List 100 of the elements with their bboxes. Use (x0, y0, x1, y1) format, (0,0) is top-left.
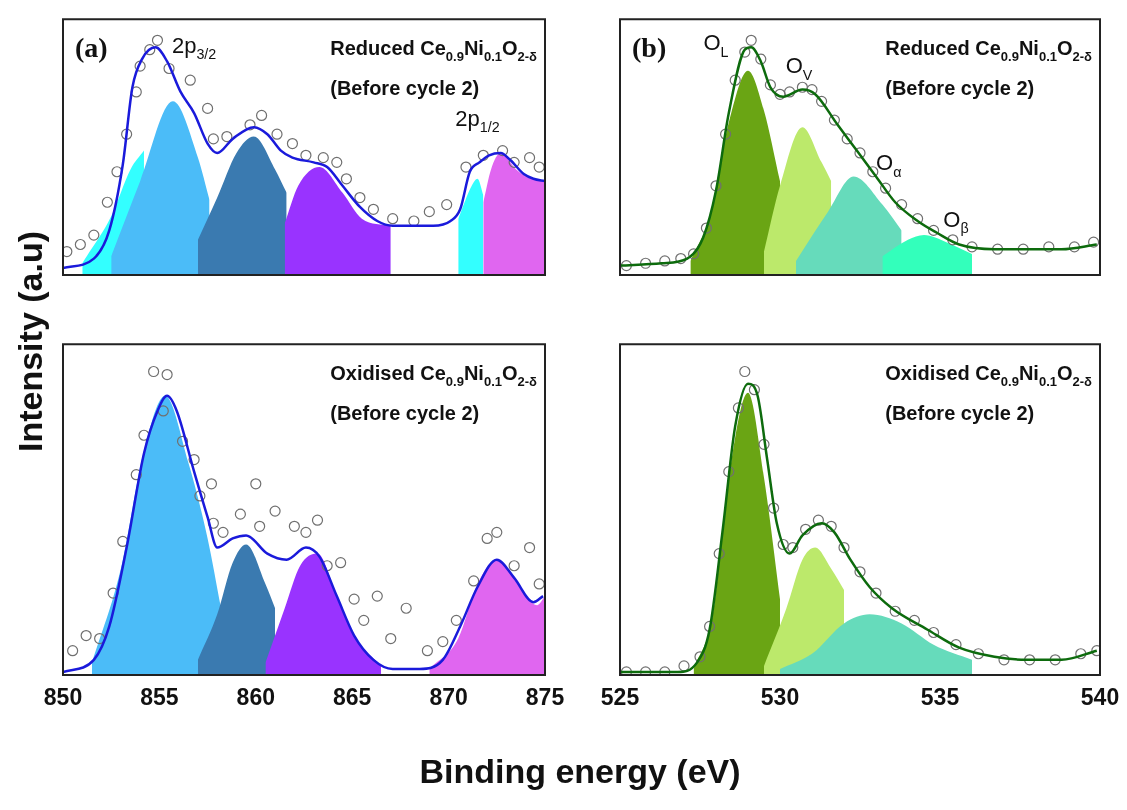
x-tick-label: 870 (429, 684, 468, 711)
point (816, 95, 828, 107)
point (354, 191, 366, 204)
point (533, 578, 545, 590)
point (745, 34, 757, 46)
point (841, 133, 853, 145)
point (161, 368, 173, 381)
point (620, 666, 632, 675)
point (311, 514, 324, 526)
point (1023, 654, 1036, 666)
point (202, 102, 214, 114)
point (796, 81, 808, 93)
point (764, 79, 776, 91)
point (286, 137, 299, 150)
point (94, 632, 106, 645)
point (496, 145, 509, 157)
point (387, 213, 399, 225)
point (1075, 648, 1087, 660)
point (828, 114, 840, 126)
point (385, 632, 397, 645)
point (300, 149, 312, 161)
x-tick-label: 850 (43, 684, 83, 711)
point (335, 557, 347, 569)
point (1068, 241, 1080, 253)
point (533, 161, 545, 173)
point (928, 626, 940, 639)
point (244, 119, 256, 131)
point (928, 224, 940, 237)
x-tick-label: 530 (760, 684, 800, 711)
x-tick-label: 865 (333, 684, 372, 711)
point (63, 245, 73, 258)
point (1043, 241, 1055, 253)
point (148, 365, 160, 378)
point (694, 651, 706, 663)
point (787, 541, 799, 554)
point (992, 243, 1004, 255)
point (358, 614, 370, 626)
point (739, 365, 751, 378)
point (688, 248, 700, 260)
point (1088, 236, 1100, 248)
point (966, 241, 978, 253)
point (450, 614, 462, 626)
point (288, 520, 300, 532)
point (704, 620, 716, 633)
point (88, 229, 100, 241)
point (188, 453, 200, 466)
x-tick-label: 875 (525, 684, 565, 711)
point (800, 523, 812, 535)
point (74, 238, 86, 251)
point (748, 384, 760, 396)
point (675, 252, 687, 265)
point (723, 466, 735, 478)
point (321, 560, 333, 572)
point (806, 84, 818, 96)
point (157, 405, 169, 417)
point (523, 152, 536, 164)
text: (Before cycle 2) (885, 77, 1035, 100)
point (468, 575, 480, 587)
point (784, 86, 796, 98)
point (998, 654, 1010, 666)
point (729, 74, 741, 86)
x-tick-label: 860 (236, 684, 275, 711)
point (481, 532, 493, 545)
y-axis-title: Intensity (a.u) (10, 230, 50, 454)
point (460, 161, 472, 173)
point (870, 587, 882, 599)
point (889, 605, 901, 617)
point (437, 636, 449, 648)
point (121, 128, 133, 140)
point (477, 149, 489, 161)
point (67, 645, 79, 657)
text: (Before cycle 2) (885, 402, 1035, 425)
point (732, 402, 744, 414)
point (234, 508, 246, 520)
point (421, 645, 433, 657)
point (205, 478, 218, 490)
point (950, 639, 962, 651)
point (896, 199, 908, 211)
point (720, 128, 732, 140)
point (867, 166, 879, 178)
point (812, 514, 824, 526)
point (269, 505, 281, 517)
point (972, 648, 984, 660)
x-tick-label: 855 (140, 684, 179, 711)
point (854, 566, 866, 578)
point (1017, 243, 1029, 255)
point (912, 213, 924, 225)
point (371, 590, 383, 602)
point (640, 257, 652, 269)
point (331, 156, 343, 168)
x-tick-label: 535 (920, 684, 960, 711)
point (620, 260, 632, 272)
point (659, 666, 671, 675)
point (1049, 654, 1061, 666)
point (739, 46, 751, 58)
point (221, 130, 233, 143)
point (491, 526, 503, 538)
point (713, 548, 725, 560)
text: (Before cycle 2) (330, 402, 480, 425)
point (254, 520, 266, 532)
